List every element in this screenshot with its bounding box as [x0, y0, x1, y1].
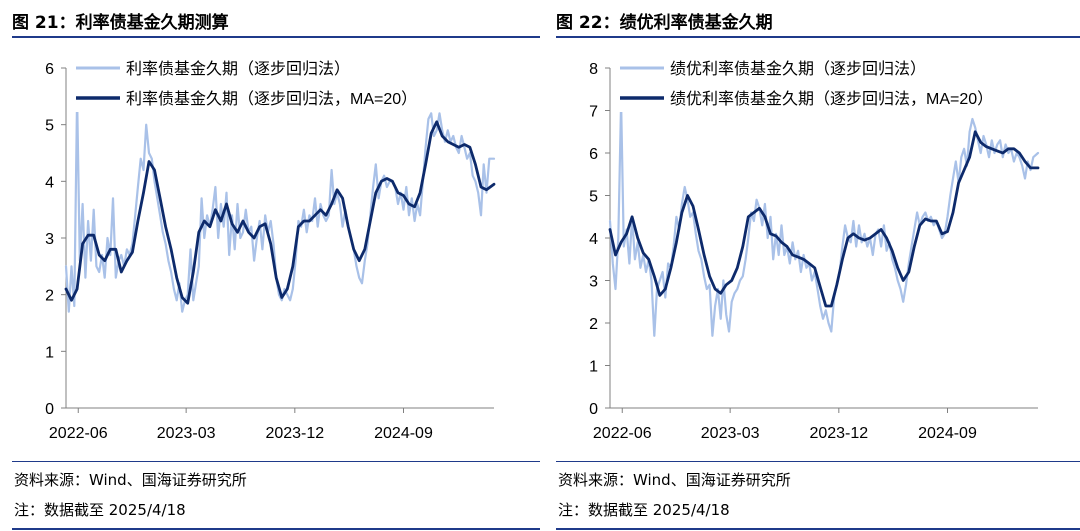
date-note: 注：数据截至 2025/4/18: [14, 501, 186, 519]
y-tick-label: 1: [45, 344, 54, 361]
duration-chart-left: 0 1 2 3 4 5 6 2022-06 2023-03 2023-12 2024-09 利率债基金…: [45, 58, 496, 442]
legend-backdrop: [74, 58, 464, 82]
source-note: 资料来源：Wind、国海证券研究所: [558, 471, 791, 489]
date-note: 注：数据截至 2025/4/18: [558, 501, 730, 519]
x-tick-label: 2024-09: [918, 425, 977, 442]
top-rule: [12, 36, 540, 38]
chart-title: 图 21：利率债基金久期测算: [12, 13, 229, 33]
chart-panel-left: 图 21：利率债基金久期测算 0 1 2 3 4 5 6 2022-06 2023-03 2023…: [12, 0, 540, 531]
x-tick-label: 2023-12: [265, 425, 324, 442]
bottom-rule: [556, 528, 1080, 530]
legend-backdrop: [618, 88, 1008, 112]
legend-label: 利率债基金久期（逐步回归法）: [126, 60, 350, 78]
y-tick-label: 5: [589, 189, 598, 206]
x-tick-label: 2023-12: [809, 425, 868, 442]
x-tick-label: 2022-06: [49, 425, 108, 442]
y-tick-label: 7: [589, 104, 598, 121]
y-tick-label: 0: [45, 401, 54, 418]
source-note: 资料来源：Wind、国海证券研究所: [14, 471, 247, 489]
y-tick-label: 4: [589, 231, 598, 248]
legend-label: 利率债基金久期（逐步回归法，MA=20）: [126, 90, 417, 108]
chart-title: 图 22：绩优利率债基金久期: [556, 13, 773, 33]
divider-rule: [12, 461, 540, 462]
x-tick-label: 2022-06: [593, 425, 652, 442]
y-tick-label: 0: [589, 401, 598, 418]
bottom-rule: [12, 528, 540, 530]
series-ma20-line: [64, 120, 496, 305]
y-tick-label: 3: [589, 274, 598, 291]
y-tick-label: 3: [45, 231, 54, 248]
legend-backdrop: [74, 88, 464, 112]
y-tick-label: 4: [45, 174, 54, 191]
duration-chart-right: 0 1 2 3 4 5 6 7 8 2022-06 2023-03 2023-12 2024-09 绩优利…: [589, 58, 1040, 442]
y-tick-label: 8: [589, 61, 598, 78]
y-tick-label: 6: [589, 146, 598, 163]
y-tick-label: 1: [589, 359, 598, 376]
legend-backdrop: [618, 58, 1008, 82]
y-tick-label: 6: [45, 61, 54, 78]
y-tick-label: 2: [45, 288, 54, 305]
x-tick-label: 2023-03: [157, 425, 216, 442]
y-tick-label: 2: [589, 316, 598, 333]
x-tick-label: 2023-03: [701, 425, 760, 442]
series-ma20-line: [608, 130, 1040, 308]
x-tick-label: 2024-09: [374, 425, 433, 442]
y-tick-label: 5: [45, 118, 54, 135]
legend-label: 绩优利率债基金久期（逐步回归法，MA=20）: [670, 90, 993, 108]
series-raw-line: [64, 95, 496, 313]
legend-label: 绩优利率债基金久期（逐步回归法）: [670, 60, 926, 78]
top-rule: [556, 36, 1080, 38]
chart-panel-right: 图 22：绩优利率债基金久期 0 1 2 3 4 5 6 7 8 2022-06 2023-03 20…: [556, 0, 1080, 531]
divider-rule: [556, 461, 1080, 462]
